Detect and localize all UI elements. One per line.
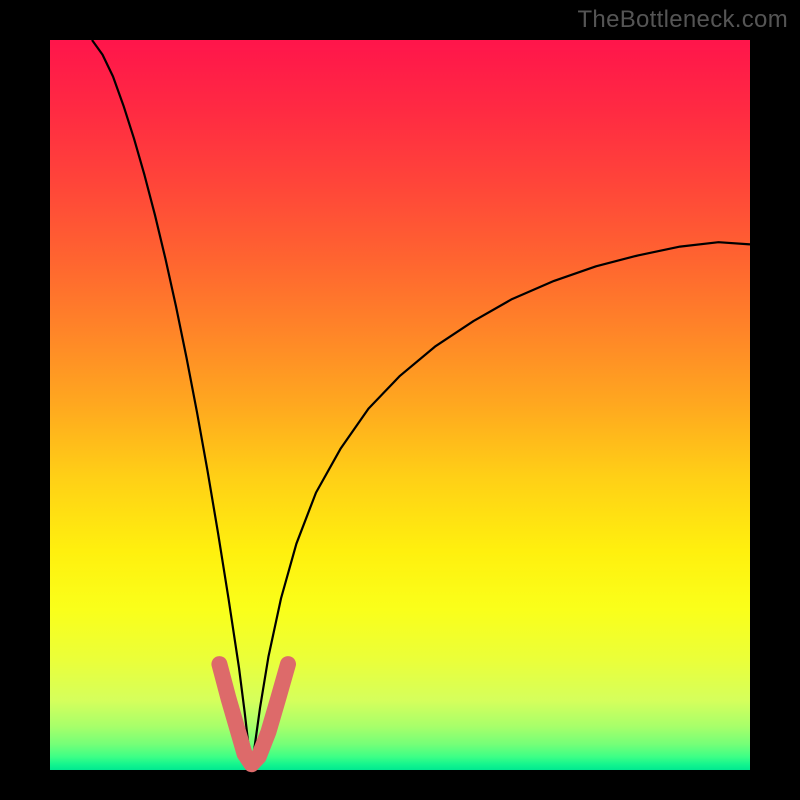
chart-stage: TheBottleneck.com — [0, 0, 800, 800]
gradient-background — [50, 40, 750, 770]
chart-svg — [0, 0, 800, 800]
watermark-text: TheBottleneck.com — [577, 6, 788, 34]
